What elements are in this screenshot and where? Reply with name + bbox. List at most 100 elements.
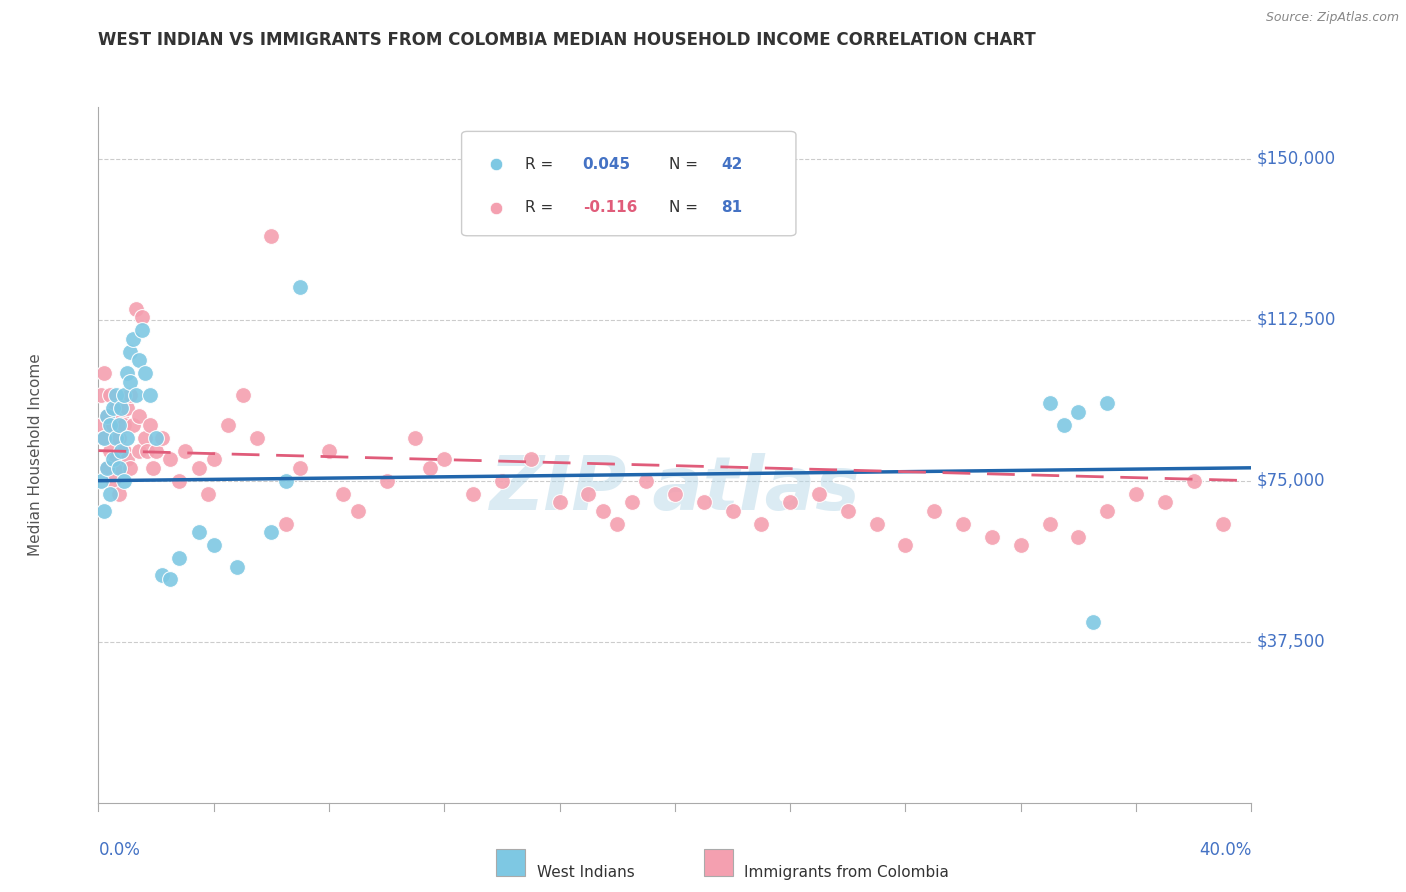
Point [779,495,801,509]
Point [107,417,129,432]
Point [159,573,181,587]
Point [134,367,156,381]
Point [274,474,297,488]
Point [128,409,150,424]
Point [98,388,121,402]
Point [96,409,118,424]
Point [96,460,118,475]
Point [98,443,121,458]
Point [174,443,197,458]
Point [866,516,889,531]
Point [693,495,716,509]
Point [578,486,600,500]
Point [1153,495,1175,509]
Text: WEST INDIAN VS IMMIGRANTS FROM COLOMBIA MEDIAN HOUSEHOLD INCOME CORRELATION CHAR: WEST INDIAN VS IMMIGRANTS FROM COLOMBIA … [98,31,1036,49]
Text: 0.0%: 0.0% [98,841,141,859]
Text: $37,500: $37,500 [1257,632,1326,651]
Point [128,353,150,368]
Point [246,431,269,445]
Point [104,401,127,415]
Point [202,452,225,467]
Point [167,474,190,488]
Point [101,452,124,467]
Point [375,474,398,488]
Point [346,504,368,518]
Point [721,504,744,518]
Point [122,417,145,432]
Point [318,443,340,458]
Point [90,474,112,488]
Point [122,332,145,346]
Point [332,486,354,500]
Point [90,417,112,432]
Point [751,516,773,531]
Point [117,452,138,467]
Point [405,431,427,445]
Point [188,460,211,475]
Point [419,460,441,475]
Point [93,431,115,445]
Point [592,504,614,518]
Point [125,301,148,316]
Point [112,474,135,488]
Point [107,431,129,445]
Point [1053,417,1076,432]
Point [260,525,283,540]
Point [139,388,162,402]
Point [110,409,132,424]
Point [520,452,543,467]
Point [136,443,159,458]
Point [101,401,124,415]
Point [145,431,167,445]
Point [120,375,142,389]
Point [433,452,456,467]
Point [101,417,124,432]
Text: ZIP atlas: ZIP atlas [489,453,860,526]
Point [620,495,643,509]
Point [491,474,513,488]
Point [217,417,239,432]
Point [104,431,127,445]
Point [104,388,127,402]
Point [112,417,135,432]
Text: $112,500: $112,500 [1257,310,1337,328]
Point [117,401,138,415]
Point [139,417,162,432]
Point [952,516,974,531]
Bar [496,849,524,876]
Text: West Indians: West Indians [537,865,634,880]
Point [150,568,173,582]
Text: Immigrants from Colombia: Immigrants from Colombia [744,865,949,880]
Point [107,460,129,475]
Point [131,310,153,325]
Point [1081,615,1104,630]
Point [461,486,484,500]
Point [101,474,124,488]
Point [202,538,225,552]
Point [290,280,312,294]
Point [93,504,115,518]
Point [894,538,917,552]
Point [120,460,142,475]
Point [1010,538,1032,552]
Text: N =: N = [669,201,703,216]
Point [1097,396,1119,410]
Point [112,388,135,402]
Point [150,431,173,445]
Point [96,409,118,424]
Text: Median Household Income: Median Household Income [28,353,42,557]
Text: N =: N = [669,157,703,171]
Point [142,460,165,475]
Point [167,551,190,566]
Text: $150,000: $150,000 [1257,150,1336,168]
Text: 42: 42 [721,157,742,171]
Text: $75,000: $75,000 [1257,472,1326,490]
Text: R =: R = [524,201,558,216]
Point [274,516,297,531]
Text: 0.045: 0.045 [582,157,631,171]
Point [112,443,135,458]
Point [1081,796,1104,810]
Point [225,559,247,574]
Bar [704,849,733,876]
Point [93,431,115,445]
